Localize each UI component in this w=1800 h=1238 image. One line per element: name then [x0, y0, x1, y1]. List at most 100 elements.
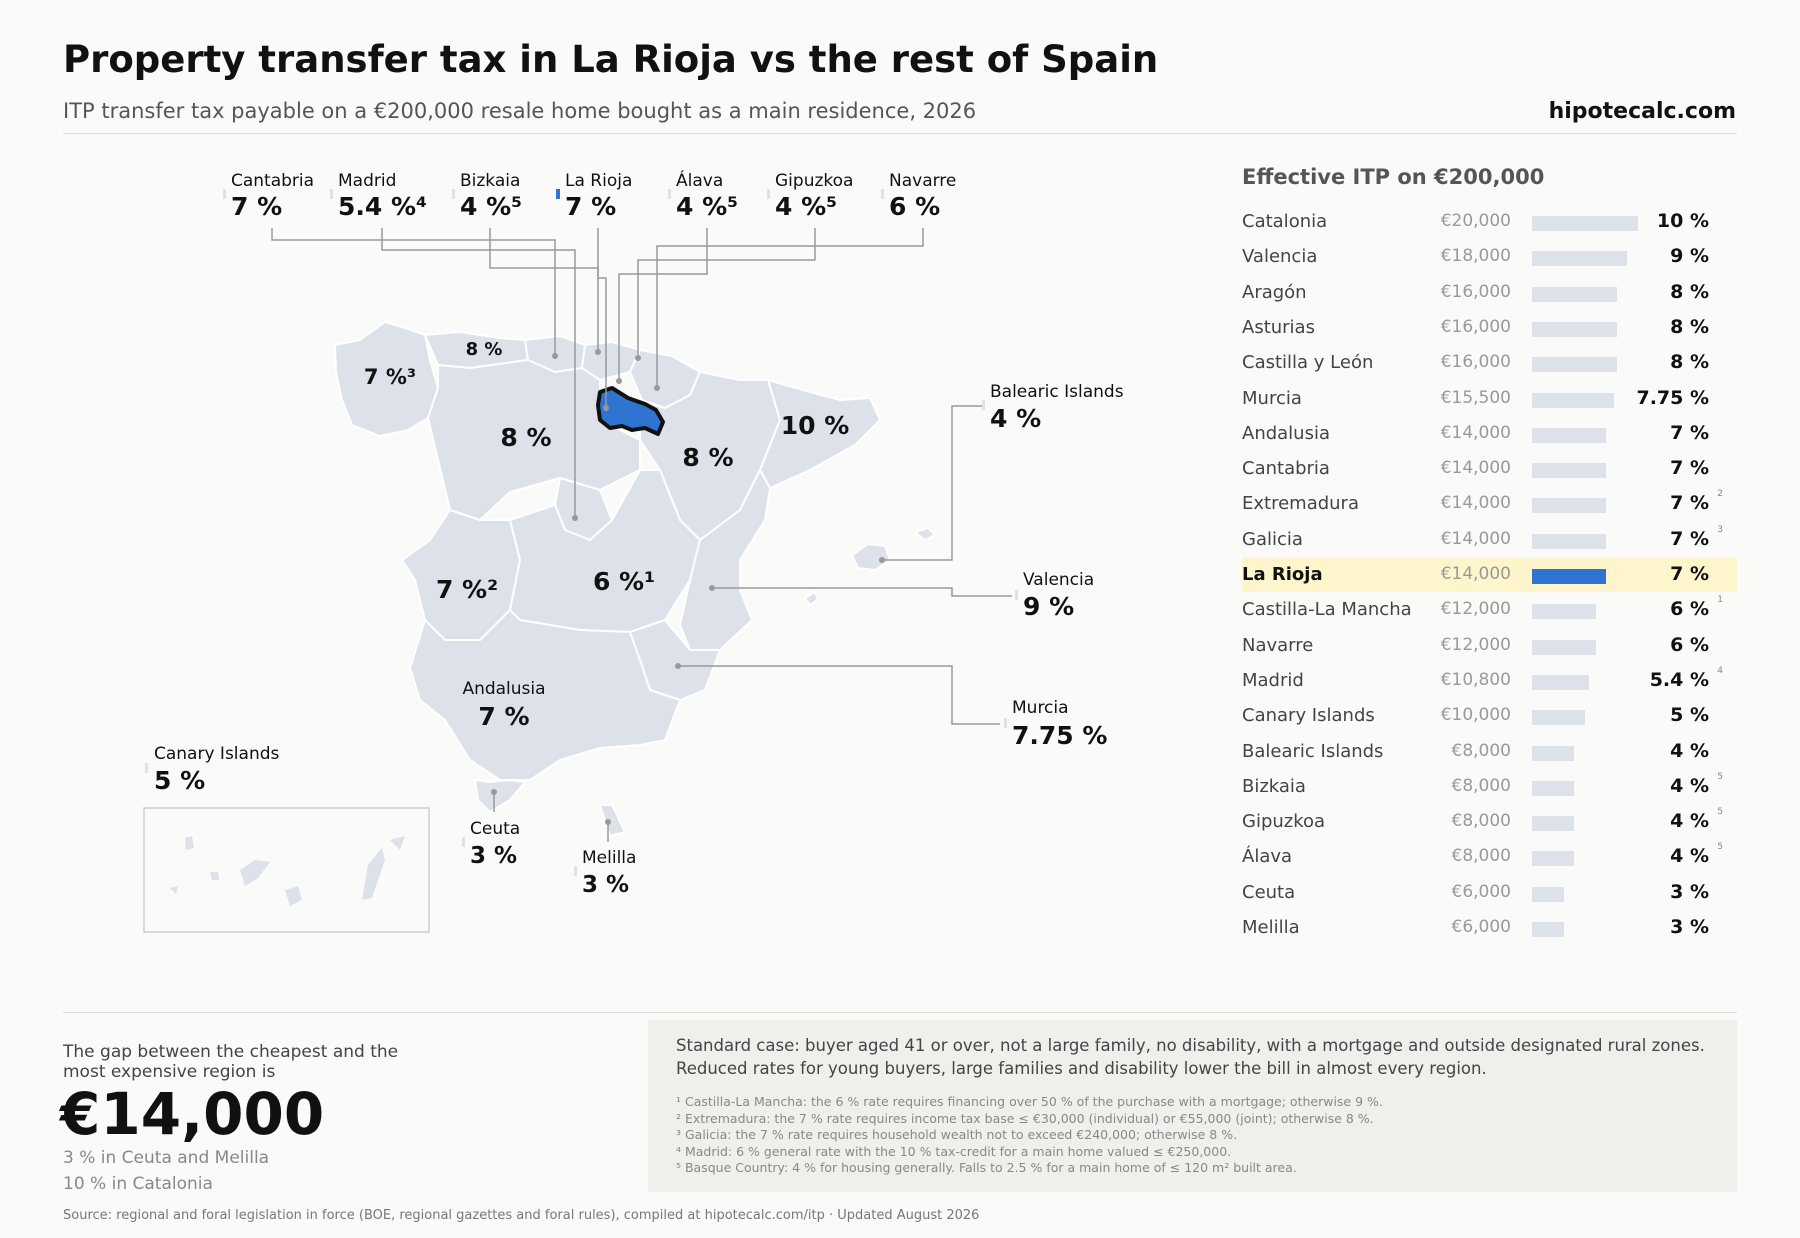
label-catalonia: 10 % [781, 411, 850, 440]
region-ceuta[interactable] [474, 779, 526, 813]
bar-row[interactable]: Galicia €14,000 7 % 3 [1242, 522, 1737, 557]
callout-bizkaia-name: Bizkaia [460, 171, 520, 191]
bar-row[interactable]: Castilla y León €16,000 8 % [1242, 345, 1737, 380]
bar-row[interactable]: Madrid €10,800 5.4 % 4 [1242, 663, 1737, 698]
bar-row[interactable]: Navarre €12,000 6 % [1242, 628, 1737, 663]
inline-labels: 7 %³ 8 % 8 % 8 % 10 % 7 %² 6 %¹ [364, 339, 849, 604]
bar-row[interactable]: La Rioja €14,000 7 % [1242, 557, 1737, 592]
bar-footnote-mark: 5 [1717, 807, 1723, 818]
region-melilla[interactable] [599, 804, 626, 837]
bar-category-label: Catalonia [1242, 211, 1328, 232]
bar-category-label: Galicia [1242, 528, 1303, 550]
bar-category-label: Balearic Islands [1242, 740, 1384, 762]
region-valencia[interactable] [679, 469, 771, 651]
region-andalusia[interactable] [409, 609, 681, 781]
bar-amount-label: €16,000 [1440, 352, 1511, 373]
bar-row[interactable]: Andalusia €14,000 7 % [1242, 416, 1737, 451]
callout-alava-name: Álava [676, 169, 723, 191]
region-balearic-ibiza[interactable] [804, 591, 819, 606]
bar-amount-label: €12,000 [1440, 599, 1511, 620]
callout-gipuzkoa-rate: 4 %⁵ [775, 192, 837, 221]
bar-category-label: Cantabria [1242, 458, 1330, 480]
bar [1532, 745, 1575, 761]
bar-rate-label: 8 % [1670, 315, 1709, 338]
bar-row[interactable]: Balearic Islands €8,000 4 % [1242, 734, 1737, 769]
region-la-rioja[interactable] [596, 386, 665, 436]
bar-row[interactable]: Ceuta €6,000 3 % [1242, 875, 1737, 910]
bar-rate-label: 8 % [1670, 351, 1709, 374]
bar [1532, 886, 1564, 902]
callout-canary-rate: 5 % [154, 766, 205, 795]
header-divider [63, 133, 1737, 134]
canary-islands-shapes[interactable] [170, 836, 405, 906]
footnote-5: ⁵ Basque Country: 4 % for housing genera… [676, 1160, 1297, 1175]
bar [1532, 604, 1596, 620]
source-note: Source: regional and foral legislation i… [63, 1208, 980, 1223]
bar-row[interactable]: Melilla €6,000 3 % [1242, 910, 1737, 945]
callout-valencia-rate: 9 % [1023, 592, 1074, 621]
bar-category-label: Canary Islands [1242, 705, 1375, 727]
bar-amount-label: €6,000 [1451, 881, 1511, 902]
bar-rate-label: 7 % [1670, 527, 1709, 550]
brand-logo-text[interactable]: hipotecalc.com [1548, 99, 1736, 124]
bar-row[interactable]: Extremadura €14,000 7 % 2 [1242, 486, 1737, 521]
callout-bizkaia-rate: 4 %⁵ [460, 192, 522, 221]
bar-category-label: Castilla y León [1242, 352, 1374, 374]
bar-rate-label: 4 % [1670, 774, 1709, 797]
bar-rate-label: 7 % [1670, 492, 1709, 515]
bar-row[interactable]: Valencia €18,000 9 % [1242, 239, 1737, 274]
bar-rate-label: 6 % [1670, 598, 1709, 621]
bar [1532, 922, 1564, 937]
bar-amount-label: €12,000 [1440, 634, 1511, 655]
bar-footnote-mark: 3 [1717, 524, 1723, 535]
canary-islands-inset [143, 807, 430, 933]
callout-valencia-name: Valencia [1023, 570, 1094, 590]
bar-row[interactable]: Murcia €15,500 7.75 % [1242, 381, 1737, 416]
bar-rate-label: 4 % [1670, 739, 1709, 762]
label-andalusia-rate: 7 % [478, 702, 529, 731]
bar-row[interactable]: Aragón €16,000 8 % [1242, 275, 1737, 310]
bar-category-label: Asturias [1242, 316, 1315, 338]
bar-amount-label: €10,000 [1440, 705, 1511, 726]
bar-row[interactable]: Canary Islands €10,000 5 % [1242, 698, 1737, 733]
bar-footnote-mark: 5 [1717, 842, 1723, 853]
bar-amount-label: €16,000 [1440, 316, 1511, 337]
bar-row[interactable]: Gipuzkoa €8,000 4 % 5 [1242, 804, 1737, 839]
bar [1532, 674, 1590, 690]
bar [1532, 251, 1628, 267]
region-balearic-mallorca[interactable] [851, 543, 891, 571]
spain-map: Cantabria 7 % Madrid 5.4 %⁴ Bizkaia 4 %⁵… [143, 169, 1124, 933]
bar [1532, 216, 1638, 231]
bar-category-label: Melilla [1242, 917, 1300, 938]
bar-row[interactable]: Cantabria €14,000 7 % [1242, 451, 1737, 486]
bar-footnote-mark: 2 [1717, 489, 1723, 500]
bar-amount-label: €14,000 [1440, 422, 1511, 443]
label-extremadura: 7 %² [436, 575, 498, 604]
bar [1532, 639, 1596, 655]
bar-rate-label: 9 % [1670, 245, 1709, 268]
label-castilla-la-mancha: 6 %¹ [593, 567, 655, 596]
gap-label: The gap between the cheapest and the mos… [63, 1042, 399, 1082]
bar-footnote-mark: 4 [1717, 665, 1723, 676]
bar-category-label: Navarre [1242, 634, 1314, 656]
bar [1532, 427, 1607, 443]
region-catalonia[interactable] [759, 379, 881, 489]
bar-row[interactable]: Asturias €16,000 8 % [1242, 310, 1737, 345]
callout-navarre-name: Navarre [889, 171, 956, 191]
bar-amount-label: €8,000 [1451, 846, 1511, 867]
bar-row[interactable]: Catalonia €20,000 10 % [1242, 204, 1737, 239]
bar-row[interactable]: Álava €8,000 4 % 5 [1242, 839, 1737, 874]
bar [1532, 710, 1585, 726]
bar-row[interactable]: Bizkaia €8,000 4 % 5 [1242, 769, 1737, 804]
bar-rate-label: 7 % [1670, 563, 1709, 585]
standard-case-note: Standard case: buyer aged 41 or over, no… [676, 1036, 1705, 1078]
label-asturias: 8 % [466, 339, 503, 360]
bar-rate-label: 3 % [1670, 880, 1709, 903]
bar-amount-label: €8,000 [1451, 811, 1511, 832]
top-callouts: Cantabria 7 % Madrid 5.4 %⁴ Bizkaia 4 %⁵… [223, 169, 956, 221]
callout-melilla-name: Melilla [582, 848, 636, 868]
callout-ceuta-name: Ceuta [470, 819, 520, 839]
bar-row[interactable]: Castilla-La Mancha €12,000 6 % 1 [1242, 592, 1737, 627]
region-balearic-menorca[interactable] [914, 527, 936, 541]
bar-category-label: Madrid [1242, 669, 1304, 691]
